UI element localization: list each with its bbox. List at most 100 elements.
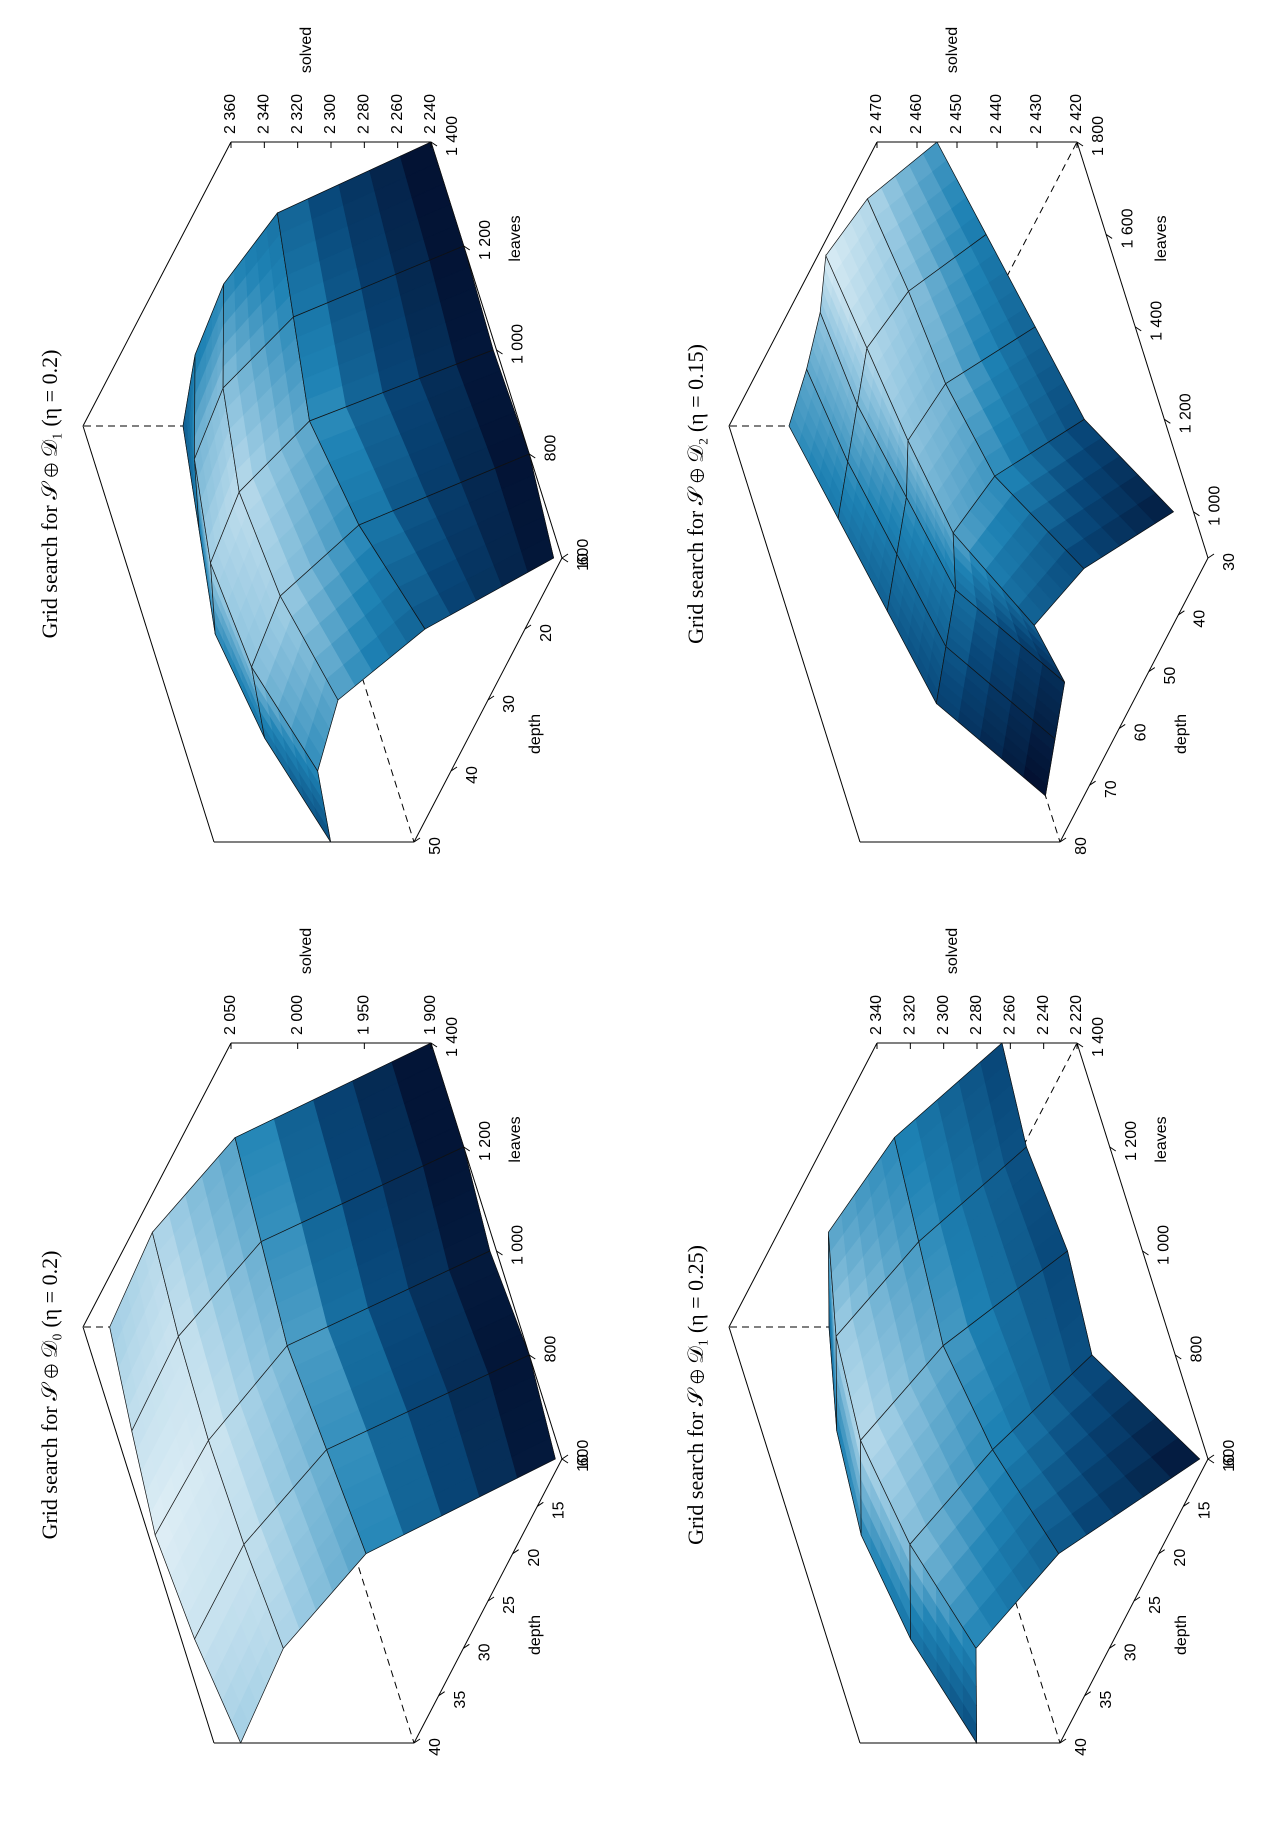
leaves-tick-label: 1 000: [1207, 486, 1224, 526]
leaves-tick-label: 600: [1221, 1440, 1238, 1467]
leaves-tick-label: 600: [575, 1440, 592, 1467]
leaves-tick-label: 800: [542, 1336, 559, 1363]
solved-axis-label: solved: [298, 27, 315, 73]
leaves-tick-label: 1 400: [1148, 301, 1165, 341]
leaves-tick: [430, 141, 438, 147]
depth-tick: [1207, 553, 1215, 559]
leaves-tick: [430, 1042, 438, 1048]
leaves-tick-label: 1 000: [510, 1225, 527, 1265]
depth-tick: [1207, 1454, 1215, 1460]
solved-tick-label: 2 300: [322, 94, 339, 134]
leaves-tick-label: 1 000: [1156, 1225, 1173, 1265]
solved-tick-label: 1 950: [356, 995, 373, 1035]
surface-mesh-cell: [994, 418, 1174, 570]
leaves-tick: [1174, 1354, 1182, 1360]
depth-tick-label: 30: [477, 1643, 494, 1661]
depth-tick: [524, 624, 532, 630]
leaves-axis: [1076, 141, 1209, 559]
leaves-tick-label: 1 000: [510, 324, 527, 364]
solved-tick-label: 2 280: [968, 995, 985, 1035]
leaves-tick: [1164, 418, 1171, 424]
leaves-tick: [561, 1458, 569, 1464]
leaves-tick: [1076, 1042, 1084, 1048]
leaves-tick-label: 1 200: [1123, 1121, 1140, 1161]
solved-tick-label: 2 050: [222, 995, 239, 1035]
chart-title: Grid search for 𝒮 ⊕ 𝒟₁ (η = 0.2): [37, 350, 62, 639]
depth-tick: [1178, 610, 1185, 616]
solved-tick-label: 2 300: [935, 995, 952, 1035]
solved-tick-label: 2 320: [902, 995, 919, 1035]
surface-mesh-cell: [992, 1354, 1201, 1555]
depth-tick: [487, 695, 495, 701]
leaves-tick-label: 1 400: [444, 1017, 461, 1057]
leaves-tick: [496, 1250, 503, 1256]
leaves-tick: [1109, 1146, 1117, 1152]
depth-tick-label: 40: [1073, 1738, 1090, 1756]
depth-tick: [438, 1691, 445, 1697]
surface-mesh-cell: [326, 1354, 556, 1555]
depth-tick-label: 25: [501, 1596, 518, 1614]
solved-tick-label: 2 360: [222, 94, 239, 134]
depth-tick: [1118, 723, 1126, 729]
box-edge: [82, 141, 232, 427]
solved-tick-label: 2 240: [1035, 995, 1052, 1035]
box-edge: [82, 1326, 215, 1744]
depth-tick: [1133, 1596, 1141, 1602]
depth-tick-label: 60: [1132, 723, 1149, 741]
depth-tick-label: 30: [501, 695, 518, 713]
depth-tick-label: 20: [538, 624, 555, 642]
depth-tick-label: 70: [1103, 780, 1120, 798]
solved-tick-label: 2 470: [868, 94, 885, 134]
solved-tick-label: 2 320: [289, 94, 306, 134]
depth-tick: [1109, 1643, 1116, 1649]
chart-title: Grid search for 𝒮 ⊕ 𝒟₀ (η = 0.2): [37, 1251, 62, 1540]
leaves-tick-label: 1 400: [1090, 1017, 1107, 1057]
depth-tick-label: 30: [1123, 1643, 1140, 1661]
solved-tick-label: 2 280: [356, 94, 373, 134]
leaves-tick: [1193, 511, 1200, 517]
chart-title: Grid search for 𝒮 ⊕ 𝒟₂ (η = 0.15): [683, 344, 708, 644]
depth-axis-label: depth: [527, 714, 544, 754]
surface-chart: Grid search for 𝒮 ⊕ 𝒟₀ (η = 0.2) 10 15 20 25…: [37, 928, 592, 1756]
solved-axis-label: solved: [944, 27, 961, 73]
leaves-tick-label: 800: [542, 435, 559, 462]
leaves-tick: [528, 1354, 536, 1360]
depth-tick: [413, 1738, 421, 1744]
leaves-tick-label: 600: [575, 539, 592, 566]
leaves-tick-label: 800: [1188, 1336, 1205, 1363]
depth-tick: [413, 837, 421, 843]
surface-mesh-cell: [358, 453, 555, 630]
depth-tick: [1148, 667, 1156, 673]
box-edge: [728, 141, 878, 427]
leaves-axis-label: leaves: [1153, 1116, 1170, 1162]
leaves-tick: [1076, 141, 1084, 147]
leaves-tick: [528, 453, 536, 459]
solved-tick-label: 1 900: [422, 995, 439, 1035]
depth-tick: [487, 1596, 495, 1602]
depth-tick-label: 40: [464, 766, 481, 784]
solved-tick-label: 2 450: [948, 94, 965, 134]
solved-tick-label: 2 420: [1068, 94, 1085, 134]
depth-tick: [1158, 1549, 1165, 1555]
box-edge: [728, 425, 861, 843]
leaves-tick: [1142, 1250, 1149, 1256]
leaves-tick: [463, 1146, 471, 1152]
leaves-tick: [1134, 326, 1142, 332]
leaves-axis-label: leaves: [1153, 215, 1170, 261]
leaves-tick: [1207, 1458, 1215, 1464]
depth-tick-label: 80: [1073, 837, 1090, 855]
depth-tick: [561, 1454, 569, 1460]
depth-tick: [1059, 1738, 1067, 1744]
box-edge: [82, 425, 215, 843]
leaves-tick-label: 1 200: [477, 220, 494, 260]
depth-tick: [561, 553, 569, 559]
depth-tick-label: 15: [551, 1501, 568, 1519]
solved-axis-label: solved: [944, 928, 961, 974]
leaves-tick-label: 1 200: [1178, 393, 1195, 433]
depth-tick-label: 20: [1172, 1549, 1189, 1567]
solved-tick-label: 2 440: [988, 94, 1005, 134]
leaves-tick-label: 1 400: [444, 116, 461, 156]
depth-tick: [512, 1549, 519, 1555]
solved-tick-label: 2 220: [1068, 995, 1085, 1035]
leaves-tick-label: 1 800: [1090, 116, 1107, 156]
